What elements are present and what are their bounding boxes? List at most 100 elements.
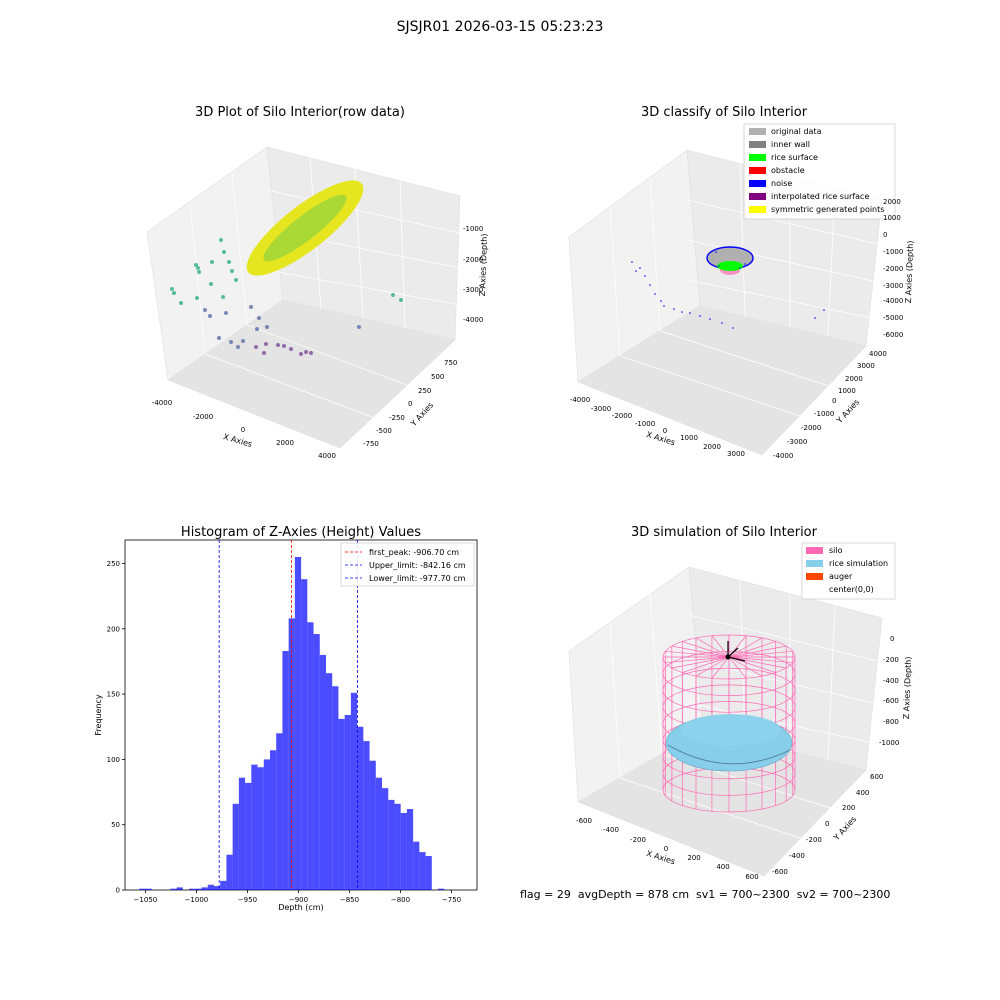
classify-points — [631, 246, 825, 329]
histogram-bar — [406, 809, 414, 890]
raw-ytick: 250 — [418, 387, 431, 395]
histogram-bar — [357, 726, 364, 890]
histogram-bar — [294, 556, 302, 890]
histogram-bar — [226, 854, 233, 890]
classify-legend: original data inner wall rice surface ob… — [743, 123, 896, 220]
histogram-bar — [263, 759, 270, 890]
legend-label: rice surface — [771, 153, 818, 162]
classify-ztick: -3000 — [883, 282, 903, 290]
raw-ytick: 500 — [431, 373, 444, 381]
histogram-ytick-label: 50 — [111, 821, 120, 829]
silo-spoke — [728, 656, 787, 669]
histogram-x-ticks: −1050 −1000 −950 −900 −850 −800 −750 — [134, 890, 461, 904]
legend-label: symmetric generated points — [771, 205, 884, 214]
auger-center-marker — [725, 641, 746, 662]
classify-ztick: 0 — [883, 231, 887, 239]
classify-ztick: -5000 — [883, 314, 903, 322]
classify-xtick: -4000 — [570, 396, 590, 404]
silo-spoke — [682, 656, 730, 673]
histogram-bar — [363, 741, 370, 890]
histogram-bar — [220, 880, 227, 890]
histogram-bar — [301, 579, 308, 890]
classify-axes-panes — [568, 149, 883, 456]
sim-xtick: 600 — [745, 873, 758, 881]
classify-ytick: 2000 — [845, 375, 863, 383]
raw-axes-panes — [146, 146, 461, 449]
histogram-bar — [338, 718, 345, 890]
simulation-x-ticks: -600 -400 -200 0 200 400 600 — [576, 817, 759, 881]
classify-ztick: -4000 — [883, 297, 903, 305]
classify-xtick: -3000 — [591, 405, 611, 413]
histogram-bar — [139, 888, 146, 890]
sim-ytick: 400 — [856, 789, 869, 797]
silo-spoke — [728, 656, 793, 664]
silo-spoke — [695, 656, 730, 677]
histogram-ytick-label: 0 — [116, 887, 120, 895]
histogram-bar — [176, 887, 183, 890]
classify-zlabel: Z Axies (Depth) — [904, 240, 915, 303]
legend-swatch-obstacle — [749, 167, 766, 174]
silo-spoke — [665, 650, 730, 658]
raw-ytick: -500 — [376, 427, 392, 435]
rice-simulation-surface — [665, 714, 793, 772]
histogram-bar — [232, 803, 239, 890]
histogram-bar — [269, 750, 277, 890]
classify-rice-surface — [717, 261, 743, 271]
histogram-bar — [344, 715, 351, 890]
silo-spoke — [728, 641, 776, 658]
classify-ylabel: Y Axies — [834, 398, 861, 426]
histogram-bar — [288, 618, 295, 890]
legend-swatch-inner-wall — [749, 141, 766, 148]
histogram-xtick-label: −750 — [442, 896, 461, 904]
legend-swatch-original-data — [749, 128, 766, 135]
sim-ztick: 0 — [890, 635, 894, 643]
panel-raw-title: 3D Plot of Silo Interior(row data) — [195, 105, 405, 120]
histogram-bar — [195, 888, 202, 890]
histogram-bar — [257, 767, 264, 890]
sim-ztick: -800 — [883, 718, 899, 726]
histogram-legend-label: Lower_limit: -977.70 cm — [369, 574, 466, 583]
raw-ytick: -250 — [389, 414, 405, 422]
classify-ytick: 3000 — [857, 362, 875, 370]
simulation-xlabel: X Axies — [645, 849, 676, 866]
histogram-xtick-label: −1000 — [185, 896, 209, 904]
classify-x-ticks: -4000 -3000 -2000 -1000 0 1000 2000 3000 — [570, 396, 745, 458]
silo-spoke — [695, 637, 730, 658]
raw-ytick: 0 — [408, 400, 412, 408]
legend-label: silo — [829, 546, 843, 555]
panel-simulation: 3D simulation of Silo Interior — [568, 525, 913, 881]
histogram-bar — [438, 888, 445, 890]
histogram-bar — [170, 888, 177, 890]
silo-spoke — [711, 656, 730, 679]
legend-swatch-silo — [806, 547, 823, 554]
sim-ztick: -200 — [883, 656, 899, 664]
silo-spoke — [671, 645, 730, 658]
sim-xtick: 200 — [687, 854, 700, 862]
raw-y-ticks: -750 -500 -250 0 250 500 750 — [363, 359, 457, 448]
histogram-bar — [207, 884, 214, 890]
sim-xtick: -600 — [576, 817, 592, 825]
legend-swatch-rice-surface — [749, 154, 766, 161]
histogram-xlabel: Depth (cm) — [278, 903, 323, 912]
histogram-xtick-label: −900 — [289, 896, 308, 904]
sim-ytick: 200 — [842, 804, 855, 812]
simulation-y-ticks: -600 -400 -200 0 200 400 600 — [772, 773, 883, 876]
sim-ytick: -600 — [772, 868, 788, 876]
classify-xtick: 0 — [663, 427, 667, 435]
histogram-bar — [425, 856, 432, 890]
histogram-ytick-label: 100 — [107, 756, 120, 764]
classify-ytick: -2000 — [801, 424, 821, 432]
histogram-bars — [139, 556, 445, 890]
legend-swatch-symmetric — [749, 206, 766, 213]
classify-z-ticks: 2000 1000 0 -1000 -2000 -3000 -4000 -500… — [883, 198, 903, 339]
silo-spoke — [728, 650, 793, 658]
histogram-bar — [319, 654, 326, 890]
histogram-bar — [307, 622, 314, 890]
histogram-bar — [189, 888, 196, 890]
raw-xlabel: X Axies — [222, 432, 253, 449]
raw-ztick: -2000 — [463, 256, 483, 264]
raw-z-ticks: -1000 -2000 -3000 -4000 — [463, 225, 483, 324]
classify-ytick: -1000 — [814, 410, 834, 418]
histogram-bar — [350, 692, 358, 890]
classify-ytick: -4000 — [773, 452, 793, 460]
